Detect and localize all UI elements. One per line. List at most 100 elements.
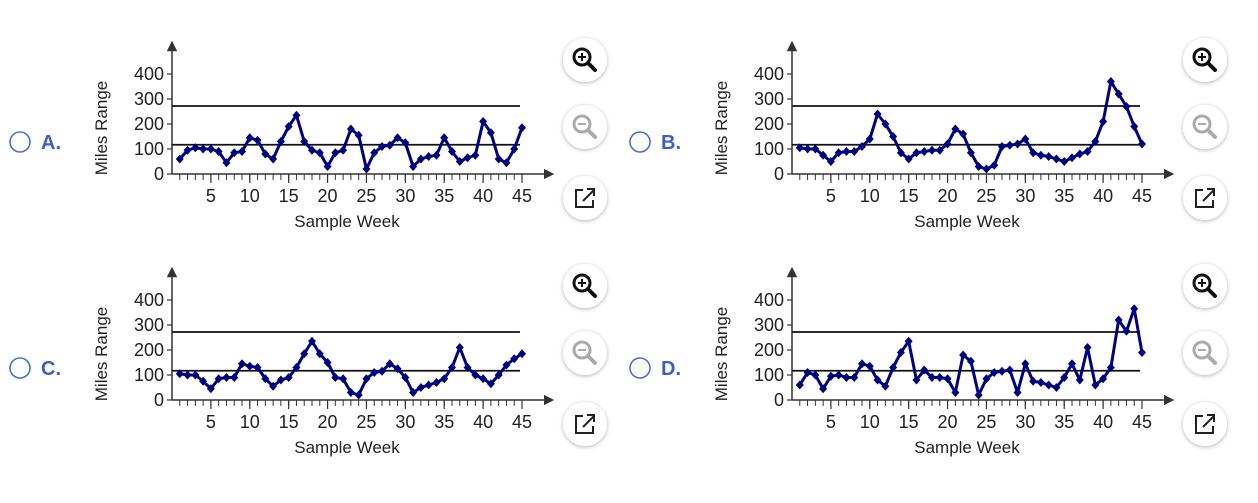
data-point xyxy=(974,162,983,171)
data-point xyxy=(1013,139,1022,149)
x-tick-label: 35 xyxy=(434,186,454,206)
data-point xyxy=(455,343,464,352)
data-point xyxy=(300,349,309,359)
zoom-in-button-bg[interactable] xyxy=(1183,38,1227,82)
x-tick-label: 35 xyxy=(434,412,454,432)
data-point xyxy=(206,144,215,154)
data-point xyxy=(990,160,999,170)
data-point xyxy=(486,379,495,389)
x-tick-label: 5 xyxy=(206,412,216,432)
data-point xyxy=(448,363,456,372)
radio-button[interactable] xyxy=(9,357,31,379)
zoom-out-button-bg[interactable] xyxy=(1183,105,1227,149)
data-point xyxy=(261,149,270,159)
data-point xyxy=(1052,154,1061,164)
y-tick-label: 300 xyxy=(754,315,784,335)
data-point xyxy=(346,124,355,134)
y-tick-label: 0 xyxy=(774,164,784,184)
y-tick-label: 400 xyxy=(134,290,164,310)
data-point xyxy=(1138,139,1146,149)
radio-button[interactable] xyxy=(629,357,651,379)
arrow xyxy=(582,414,595,428)
open-button[interactable] xyxy=(1183,176,1227,220)
data-point xyxy=(982,164,991,174)
data-point xyxy=(1036,150,1045,160)
data-point xyxy=(889,132,898,141)
data-point xyxy=(448,147,456,156)
data-point xyxy=(1044,380,1053,390)
box xyxy=(1195,415,1214,434)
data-point xyxy=(865,134,874,144)
zoom-out-button-bg[interactable] xyxy=(563,331,607,375)
option-label[interactable]: B. xyxy=(661,132,681,154)
data-point xyxy=(865,361,874,371)
x-tick-label: 25 xyxy=(356,412,376,432)
zoom-in-button[interactable] xyxy=(1183,38,1227,82)
data-point xyxy=(401,138,410,148)
option-label[interactable]: C. xyxy=(41,358,61,380)
data-point xyxy=(518,123,526,133)
data-point xyxy=(510,354,519,364)
zoom-out-button[interactable] xyxy=(1183,331,1227,375)
radio-button[interactable] xyxy=(629,131,651,153)
x-tick-label: 10 xyxy=(860,186,880,206)
data-point xyxy=(826,371,835,381)
data-point xyxy=(1114,315,1123,325)
data-point xyxy=(463,363,472,372)
option-label[interactable]: A. xyxy=(41,132,61,154)
x-tick-label: 30 xyxy=(395,186,415,206)
data-point xyxy=(183,145,192,155)
open-button[interactable] xyxy=(563,176,607,220)
option-label[interactable]: D. xyxy=(661,358,681,380)
x-tick-label: 5 xyxy=(826,186,836,206)
arrow xyxy=(1202,188,1215,202)
data-point xyxy=(214,147,223,156)
data-point xyxy=(966,148,975,158)
data-point xyxy=(440,374,449,384)
y-axis-label: Miles Range xyxy=(712,307,731,402)
data-point xyxy=(362,374,371,384)
zoom-out-button[interactable] xyxy=(1183,105,1227,149)
open-button[interactable] xyxy=(563,402,607,446)
data-point xyxy=(214,374,223,384)
radio-button[interactable] xyxy=(9,131,31,153)
zoom-out-button[interactable] xyxy=(563,105,607,149)
open-button[interactable] xyxy=(1183,402,1227,446)
option-panel: B. 0 100 200 300 400 5 10 15 20 25 30 35 40 45 Sample W… xyxy=(629,38,1227,231)
y-tick-label: 100 xyxy=(754,365,784,385)
zoom-in-button-bg[interactable] xyxy=(1183,264,1227,308)
data-point xyxy=(951,124,960,134)
y-tick-label: 400 xyxy=(754,290,784,310)
data-point xyxy=(803,368,812,377)
data-point xyxy=(850,147,859,156)
data-point xyxy=(222,373,231,382)
y-tick-label: 200 xyxy=(754,114,784,134)
data-point xyxy=(269,154,278,164)
data-point xyxy=(982,374,991,384)
x-tick-label: 10 xyxy=(240,186,260,206)
data-point xyxy=(1130,122,1139,131)
zoom-in-button[interactable] xyxy=(563,264,607,308)
zoom-in-button-bg[interactable] xyxy=(563,38,607,82)
data-point xyxy=(432,150,441,160)
data-point xyxy=(378,366,386,376)
data-point xyxy=(206,384,215,394)
data-point xyxy=(928,373,936,382)
y-tick-label: 0 xyxy=(154,164,164,184)
zoom-in-button[interactable] xyxy=(563,38,607,82)
data-point xyxy=(881,119,890,129)
data-point xyxy=(292,363,301,372)
x-tick-label: 15 xyxy=(279,412,299,432)
zoom-out-button[interactable] xyxy=(563,331,607,375)
zoom-out-button-bg[interactable] xyxy=(1183,331,1227,375)
data-point xyxy=(912,375,921,385)
data-point xyxy=(811,370,820,380)
zoom-out-button-bg[interactable] xyxy=(563,105,607,149)
x-tick-label: 10 xyxy=(860,412,880,432)
zoom-in-button-bg[interactable] xyxy=(563,264,607,308)
lens xyxy=(572,114,592,134)
data-point xyxy=(245,361,254,371)
data-point xyxy=(315,349,324,359)
data-point xyxy=(904,154,913,164)
zoom-in-button[interactable] xyxy=(1183,264,1227,308)
